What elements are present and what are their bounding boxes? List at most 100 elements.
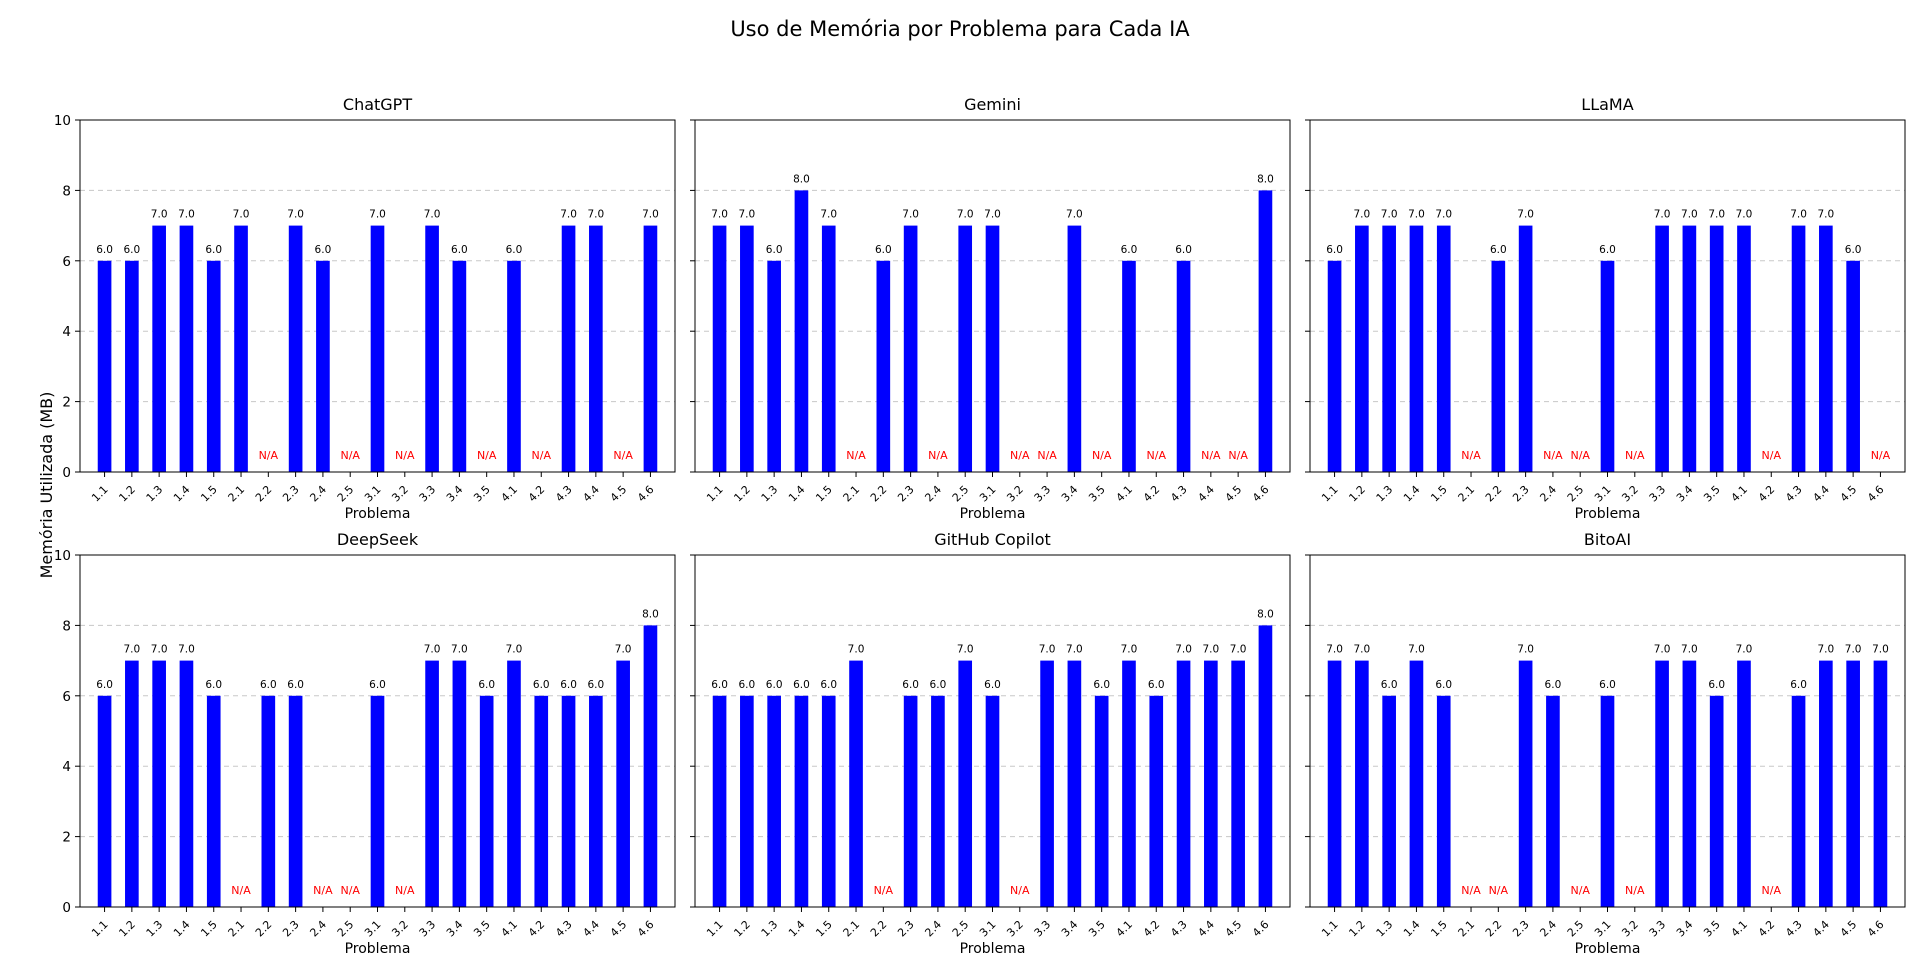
bar-value-label: 7.0 — [902, 209, 919, 221]
panel-title: Gemini — [964, 95, 1021, 114]
bar-value-label: 6.0 — [984, 679, 1001, 691]
bar-value-label: 7.0 — [1435, 209, 1452, 221]
bar — [1409, 225, 1424, 472]
na-label: N/A — [1010, 449, 1030, 462]
bar — [1873, 660, 1888, 907]
bar — [821, 225, 836, 472]
bar-value-label: 7.0 — [1230, 644, 1247, 656]
na-label: N/A — [1762, 449, 1782, 462]
bar — [903, 695, 918, 907]
bar — [1791, 695, 1806, 907]
bar — [794, 190, 809, 472]
bar-value-label: 7.0 — [1681, 209, 1698, 221]
bar-value-label: 7.0 — [424, 209, 441, 221]
bar — [1655, 225, 1669, 472]
na-label: N/A — [613, 449, 633, 462]
na-label: N/A — [340, 884, 360, 897]
bar-value-label: 7.0 — [369, 209, 386, 221]
bar-value-label: 7.0 — [957, 209, 974, 221]
bar — [821, 695, 836, 907]
bar — [958, 660, 973, 907]
bar-value-label: 7.0 — [1681, 644, 1698, 656]
bar — [1204, 660, 1218, 907]
na-label: N/A — [1461, 884, 1481, 897]
y-tick-label: 0 — [62, 900, 71, 916]
bar-value-label: 8.0 — [1257, 173, 1274, 185]
panel-title: ChatGPT — [343, 95, 412, 114]
na-label: N/A — [1489, 884, 1509, 897]
bar-value-label: 7.0 — [1817, 644, 1834, 656]
bar — [1327, 660, 1342, 907]
bar — [1819, 660, 1833, 907]
bar-value-label: 6.0 — [875, 244, 892, 256]
bar — [152, 225, 166, 472]
bar — [1846, 260, 1860, 472]
bar — [425, 225, 439, 472]
bar-value-label: 6.0 — [205, 679, 222, 691]
bar — [876, 260, 891, 472]
bar-value-label: 7.0 — [587, 209, 604, 221]
bar — [1258, 625, 1273, 907]
bar — [179, 660, 194, 907]
na-label: N/A — [1762, 884, 1782, 897]
bar — [1737, 225, 1751, 472]
na-label: N/A — [928, 449, 948, 462]
y-tick-label: 6 — [62, 254, 71, 270]
panels-container: 6.0 6.0 7.0 7.0 6.0 7.0 N/A 7.0 6.0 N/A 7.0 N/A 7.0 6… — [54, 95, 1906, 957]
bar — [125, 260, 139, 472]
bar-value-label: 7.0 — [124, 644, 141, 656]
bar-value-label: 7.0 — [1517, 209, 1534, 221]
bar-value-label: 6.0 — [96, 244, 113, 256]
x-axis-label: Problema — [345, 506, 411, 522]
x-axis-label: Problema — [345, 941, 411, 957]
bar-value-label: 7.0 — [642, 209, 659, 221]
bar — [370, 695, 385, 907]
na-label: N/A — [395, 449, 415, 462]
bar — [97, 695, 112, 907]
bar — [958, 225, 973, 472]
bar-value-label: 6.0 — [711, 679, 728, 691]
bar — [985, 695, 1000, 907]
bar — [425, 660, 439, 907]
y-tick-label: 10 — [54, 548, 71, 564]
bar — [1176, 260, 1191, 472]
y-tick-label: 2 — [62, 395, 71, 411]
bar-value-label: 6.0 — [506, 244, 523, 256]
bar — [234, 225, 248, 472]
bar-value-label: 7.0 — [1039, 644, 1056, 656]
bar — [1709, 225, 1724, 472]
bar-value-label: 6.0 — [1845, 244, 1862, 256]
na-label: N/A — [1570, 884, 1590, 897]
bar — [1518, 660, 1533, 907]
bar — [1094, 695, 1109, 907]
bar-value-label: 6.0 — [315, 244, 332, 256]
bar — [740, 695, 754, 907]
bar-value-label: 7.0 — [1175, 644, 1192, 656]
bar — [1355, 660, 1369, 907]
na-label: N/A — [874, 884, 894, 897]
y-tick-label: 8 — [62, 618, 71, 634]
bar-value-label: 7.0 — [739, 209, 756, 221]
bar-value-label: 7.0 — [1121, 644, 1138, 656]
bar — [643, 225, 658, 472]
bar — [1176, 660, 1191, 907]
na-label: N/A — [231, 884, 251, 897]
bar-value-label: 7.0 — [506, 644, 523, 656]
bar-value-label: 7.0 — [1408, 644, 1425, 656]
bar-value-label: 7.0 — [1845, 644, 1862, 656]
na-label: N/A — [1461, 449, 1481, 462]
bar — [767, 260, 781, 472]
bar-value-label: 6.0 — [1435, 679, 1452, 691]
bar-value-label: 6.0 — [739, 679, 756, 691]
bar — [712, 225, 727, 472]
bar — [1791, 225, 1806, 472]
bar — [849, 660, 863, 907]
bar-value-label: 7.0 — [1066, 209, 1083, 221]
bar — [561, 225, 576, 472]
bar-value-label: 6.0 — [124, 244, 141, 256]
bar — [589, 695, 603, 907]
y-tick-label: 8 — [62, 183, 71, 199]
bar-value-label: 7.0 — [178, 209, 195, 221]
bar — [1682, 660, 1697, 907]
